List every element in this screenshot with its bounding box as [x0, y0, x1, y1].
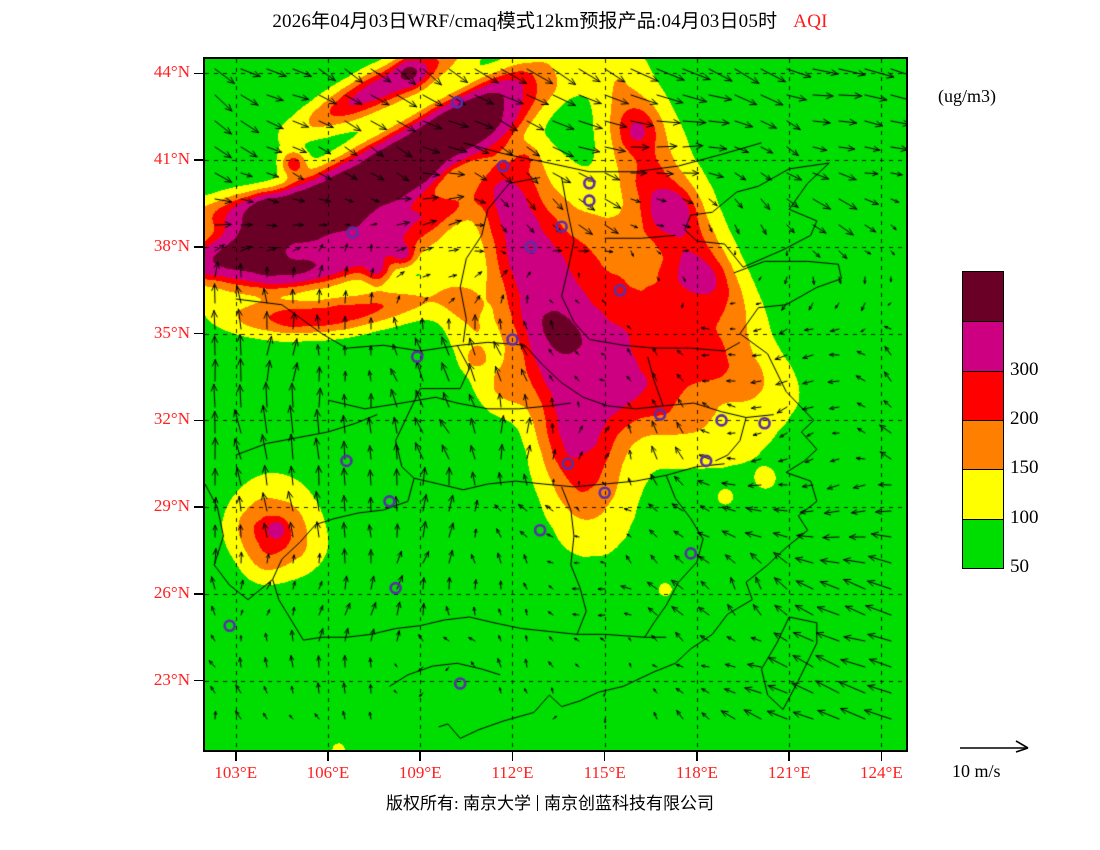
- x-axis-label: 112°E: [491, 763, 534, 782]
- page-title: 2026年04月03日WRF/cmaq模式12km预报产品:04月03日05时 A…: [0, 6, 1100, 33]
- y-tick: [194, 419, 203, 422]
- copyright-footer: 版权所有: 南京大学 南京创蓝科技有限公司: [0, 789, 1100, 814]
- colorbar-tick-label: 150: [1010, 457, 1039, 479]
- x-tick: [511, 752, 514, 761]
- aqi-contour-canvas: [205, 59, 906, 750]
- footer-left-text: 版权所有: 南京大学: [386, 794, 531, 813]
- wind-scale-key: 10 m/s: [952, 735, 1092, 785]
- footer-divider: [536, 795, 538, 811]
- colorbar-tick-label: 100: [1010, 506, 1039, 528]
- y-axis-label: 32°N: [153, 409, 190, 429]
- colorbar-tick-label: 300: [1010, 358, 1039, 380]
- y-tick: [194, 593, 203, 595]
- y-axis-label: 44°N: [153, 62, 190, 82]
- footer-right-text: 南京创蓝科技有限公司: [543, 794, 714, 813]
- y-axis-label: 23°N: [153, 669, 190, 689]
- y-axis-label: 35°N: [153, 322, 190, 342]
- x-axis-label: 121°E: [767, 763, 811, 782]
- colorbar-band: [963, 469, 1003, 519]
- y-axis-label: 26°N: [153, 582, 190, 602]
- x-axis-label: 115°E: [583, 763, 626, 782]
- x-tick: [696, 752, 698, 761]
- wind-arrow-icon: [960, 740, 1029, 753]
- x-axis-label: 109°E: [398, 763, 442, 782]
- x-tick: [880, 752, 883, 761]
- x-tick: [603, 752, 606, 761]
- y-tick: [194, 506, 203, 508]
- y-axis-label: 38°N: [153, 235, 190, 255]
- y-tick: [194, 332, 203, 335]
- y-tick: [194, 679, 203, 682]
- colorbar-band: [963, 321, 1003, 371]
- title-variable-label: AQI: [793, 11, 828, 32]
- colorbar-band: [963, 518, 1003, 568]
- y-tick: [194, 159, 203, 161]
- aqi-colorbar: [962, 271, 1004, 569]
- colorbar-band: [963, 272, 1003, 322]
- y-axis-label: 29°N: [153, 496, 190, 516]
- colorbar-band: [963, 419, 1003, 470]
- y-axis-label: 41°N: [153, 149, 190, 169]
- wind-scale-label: 10 m/s: [952, 761, 1001, 781]
- y-tick: [194, 246, 203, 248]
- x-tick: [327, 752, 329, 761]
- y-tick: [194, 72, 203, 75]
- colorbar-tick-label: 50: [1010, 556, 1029, 577]
- title-main-text: 2026年04月03日WRF/cmaq模式12km预报产品:04月03日05时: [272, 11, 778, 32]
- x-axis-label: 124°E: [860, 763, 903, 782]
- x-tick: [234, 752, 237, 761]
- x-tick: [788, 752, 790, 761]
- colorbar-band: [963, 370, 1003, 420]
- units-label: (ug/m3): [938, 86, 996, 106]
- map-plot-area[interactable]: [203, 57, 908, 752]
- x-axis-label: 118°E: [675, 763, 718, 782]
- x-tick: [419, 752, 421, 761]
- x-axis-label: 103°E: [214, 763, 258, 782]
- x-axis-label: 106°E: [306, 763, 350, 782]
- colorbar-tick-label: 200: [1010, 408, 1039, 429]
